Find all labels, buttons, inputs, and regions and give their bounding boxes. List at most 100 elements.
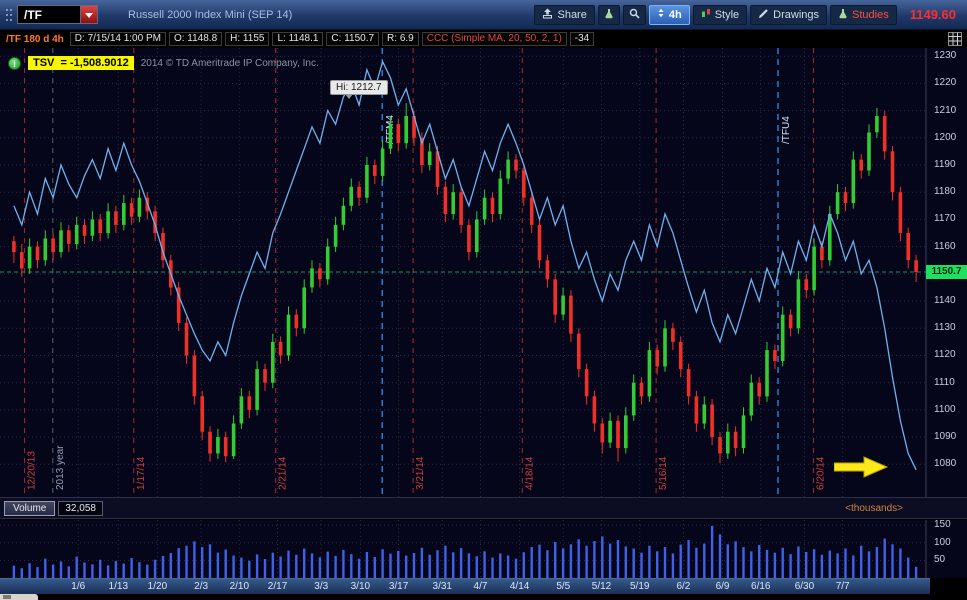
price-tick: 1180	[934, 186, 956, 198]
flask-icon	[604, 8, 614, 22]
last-price-badge: 1150.7	[926, 264, 967, 279]
price-tick: 1160	[934, 240, 956, 252]
volume-tick: 150	[934, 519, 951, 531]
price-tick: 1090	[934, 431, 957, 443]
volume-unit: <thousands>	[845, 502, 903, 514]
time-tick: 4/14	[509, 581, 530, 592]
taskbar-fragment[interactable]	[0, 594, 38, 600]
svg-text:5/16/14: 5/16/14	[658, 456, 669, 490]
tsv-study-label[interactable]: TSV = -1,508.9012	[28, 56, 134, 70]
price-tick: 1080	[934, 458, 957, 470]
time-tick: 6/16	[751, 581, 771, 592]
time-tick: 5/5	[556, 581, 571, 592]
volume-tick: 100	[934, 536, 951, 548]
low-field: L: 1148.1	[272, 32, 324, 46]
time-tick: 2/3	[194, 581, 209, 592]
price-tick: 1140	[934, 295, 956, 307]
share-arrow-icon	[542, 8, 553, 22]
date-field: D: 7/15/14 1:00 PM	[69, 32, 166, 46]
high-field: H: 1155	[225, 32, 270, 46]
tsv-study-overlay: TSV = -1,508.9012 2014 © TD Ameritrade I…	[8, 56, 319, 70]
time-tick: 6/2	[676, 581, 691, 592]
symbol-timeframe-label: /TF 180 d 4h	[6, 33, 64, 45]
svg-text:2013 year: 2013 year	[55, 445, 66, 490]
dropdown-arrow-icon	[85, 12, 93, 22]
grid-icon[interactable]	[948, 32, 962, 51]
price-tick: 1130	[934, 322, 956, 334]
pattern-button[interactable]	[597, 4, 620, 25]
price-tick: 1100	[934, 403, 956, 415]
studies-label: Studies	[852, 8, 889, 21]
bottom-strip	[0, 594, 967, 600]
high-callout: Hi: 1212.7	[330, 80, 388, 99]
svg-text:3/21/14: 3/21/14	[415, 456, 426, 490]
toolbar-actions: Share 4h Sty	[534, 4, 962, 25]
time-tick: 3/3	[314, 581, 329, 592]
price-tick: 1200	[934, 131, 957, 143]
ccc-study-value: -34	[569, 32, 595, 46]
grip-icon[interactable]	[3, 6, 15, 24]
time-tick: 5/12	[591, 581, 612, 592]
time-tick: 6/30	[794, 581, 815, 592]
svg-text:6/20/14: 6/20/14	[816, 456, 827, 490]
svg-text:2/21/14: 2/21/14	[278, 456, 289, 490]
open-field: O: 1148.8	[168, 32, 223, 46]
tools-button[interactable]	[622, 4, 646, 25]
timeframe-button[interactable]: 4h	[648, 4, 690, 25]
time-tick: 1/13	[108, 581, 129, 592]
aggregation-icon	[657, 8, 665, 21]
copyright-text: 2014 © TD Ameritrade IP Company, Inc.	[140, 57, 319, 69]
yellow-arrow-annotation[interactable]	[834, 454, 890, 480]
timeframe-label: 4h	[668, 8, 682, 21]
time-tick: 4/7	[473, 581, 488, 592]
svg-text:/TFU4: /TFU4	[781, 116, 792, 144]
magnifier-icon	[629, 8, 640, 22]
time-tick: 7/7	[835, 581, 850, 592]
price-tick: 1120	[934, 349, 956, 361]
svg-text:12/20/13: 12/20/13	[27, 451, 38, 490]
time-tick: 3/10	[350, 581, 371, 592]
studies-flask-icon	[838, 8, 848, 22]
price-tick: 1170	[934, 213, 956, 225]
share-button[interactable]: Share	[534, 4, 595, 25]
last-price-quote: 1149.60	[909, 7, 956, 22]
time-tick: 2/10	[229, 581, 250, 592]
time-tick: 1/6	[71, 581, 86, 592]
range-field: R: 6.9	[382, 32, 419, 46]
volume-value: 32,058	[58, 500, 103, 516]
time-axis[interactable]: 1/6 1/13 1/20 2/3 2/10 2/17 3/3 3/10 3/17 3/31 4/7…	[0, 578, 930, 594]
svg-text:1/17/14: 1/17/14	[136, 456, 147, 490]
symbol-text: /TF	[24, 7, 42, 22]
chart-title: Russell 2000 Index Mini (SEP 14)	[128, 8, 293, 21]
drawings-button[interactable]: Drawings	[750, 4, 828, 25]
time-tick: 6/9	[715, 581, 730, 592]
volume-plot[interactable]	[0, 520, 930, 578]
price-tick: 1220	[934, 77, 957, 89]
price-tick: 1110	[934, 376, 955, 388]
ccc-study-label[interactable]: CCC (Simple MA, 20, 50, 2, 1)	[421, 32, 567, 46]
drawings-label: Drawings	[773, 8, 820, 21]
close-field: C: 1150.7	[326, 32, 380, 46]
share-label: Share	[557, 8, 587, 21]
time-tick: 2/17	[267, 581, 288, 592]
price-tick: 1190	[934, 159, 956, 170]
volume-label[interactable]: Volume	[4, 500, 56, 516]
info-icon[interactable]	[8, 56, 21, 70]
volume-chart[interactable]: 150 100 50	[0, 519, 967, 578]
style-button[interactable]: Style	[692, 4, 748, 25]
svg-text:4/18/14: 4/18/14	[524, 456, 535, 490]
time-tick: 3/31	[432, 581, 452, 592]
symbol-dropdown-button[interactable]	[81, 5, 98, 24]
symbol-input[interactable]: /TF	[17, 5, 81, 24]
price-axis[interactable]: 1230122012101200119011801170116011501140…	[927, 48, 967, 497]
volume-axis: 150 100 50	[927, 519, 967, 578]
pencil-icon	[758, 8, 769, 22]
time-tick: 5/19	[629, 581, 650, 592]
data-strip: /TF 180 d 4h D: 7/15/14 1:00 PM O: 1148.…	[0, 30, 967, 48]
volume-tick: 50	[934, 554, 946, 566]
price-tick: 1210	[934, 104, 957, 116]
studies-button[interactable]: Studies	[830, 4, 897, 25]
